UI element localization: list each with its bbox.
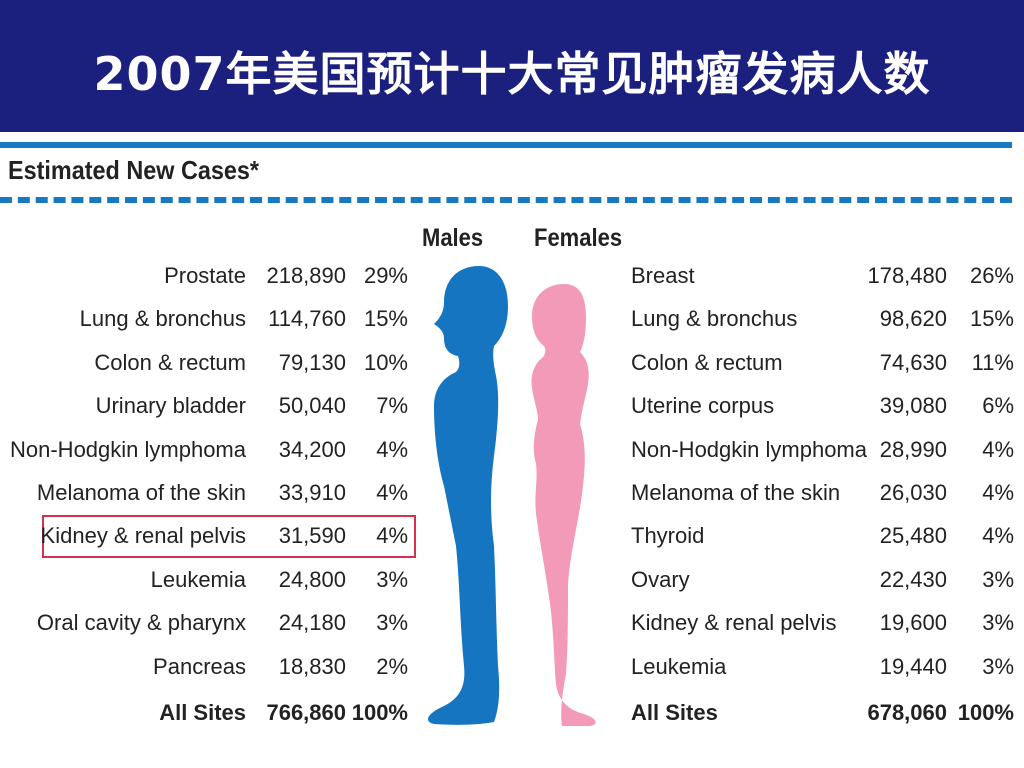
females-pct: 11% <box>971 349 1014 375</box>
males-pct: 29% <box>363 263 408 288</box>
males-cases: 18,830 <box>278 653 346 679</box>
females-total-row: All Sites 678,060 100% <box>0 700 1024 734</box>
males-pct: 2% <box>376 653 408 679</box>
top-rule <box>0 142 1012 148</box>
males-site: Oral cavity & pharynx <box>36 610 246 636</box>
title-bar: 2007年美国预计十大常见肿瘤发病人数 <box>0 0 1024 132</box>
females-site: Ovary <box>631 566 690 592</box>
females-row: Lung & bronchus 98,620 15% <box>0 306 1024 340</box>
females-row: Ovary 22,430 3% <box>0 567 1024 601</box>
males-cases: 33,910 <box>278 480 346 505</box>
females-row: Melanoma of the skin 26,030 4% <box>0 480 1024 514</box>
females-pct: 3% <box>982 566 1014 592</box>
females-cases: 19,440 <box>879 653 947 679</box>
males-site: Urinary bladder <box>95 393 246 419</box>
males-row: Melanoma of the skin 33,910 4% <box>0 480 1024 514</box>
females-site: Thyroid <box>631 523 705 549</box>
females-cases: 74,630 <box>879 349 947 375</box>
females-cases: 28,990 <box>879 436 947 462</box>
females-row: Non-Hodgkin lymphoma 28,990 4% <box>0 437 1024 471</box>
males-pct: 3% <box>376 610 408 636</box>
males-site: Colon & rectum <box>94 349 246 375</box>
females-pct: 3% <box>982 610 1014 636</box>
females-row: Uterine corpus 39,080 6% <box>0 393 1024 427</box>
males-pct: 100% <box>351 700 408 725</box>
males-site: Prostate <box>164 263 246 288</box>
females-cases: 22,430 <box>879 566 947 592</box>
males-row: Prostate 218,890 29% <box>0 263 1024 297</box>
females-cases: 25,480 <box>879 523 947 549</box>
females-pct: 26% <box>969 263 1014 288</box>
females-pct: 3% <box>982 653 1014 679</box>
males-pct: 15% <box>363 306 408 332</box>
males-cases: 79,130 <box>278 349 346 375</box>
males-cases: 34,200 <box>278 436 346 462</box>
males-site: Pancreas <box>153 653 246 679</box>
females-site: Colon & rectum <box>631 349 783 375</box>
females-site: Kidney & renal pelvis <box>631 610 837 636</box>
females-pct: 4% <box>982 480 1014 505</box>
males-row: Colon & rectum 79,130 10% <box>0 350 1024 384</box>
males-cases: 24,180 <box>278 610 346 636</box>
females-cases: 26,030 <box>879 480 947 505</box>
males-column-header: Males <box>422 224 484 252</box>
females-cases: 98,620 <box>879 306 947 332</box>
females-cases: 39,080 <box>879 393 947 419</box>
males-cases: 31,590 <box>278 523 346 549</box>
males-row: Pancreas 18,830 2% <box>0 654 1024 688</box>
females-row: Leukemia 19,440 3% <box>0 654 1024 688</box>
males-site: Lung & bronchus <box>79 306 246 332</box>
females-site: Leukemia <box>631 653 727 679</box>
males-row: Kidney & renal pelvis 31,590 4% <box>0 523 1024 557</box>
females-site: Non-Hodgkin lymphoma <box>631 436 867 462</box>
kidney-highlight-box <box>42 515 416 558</box>
females-pct: 4% <box>982 523 1014 549</box>
females-column-header: Females <box>534 224 623 252</box>
males-cases: 24,800 <box>278 566 346 592</box>
table-subtitle: Estimated New Cases* <box>8 155 260 185</box>
females-pct: 6% <box>982 393 1014 419</box>
males-row: Non-Hodgkin lymphoma 34,200 4% <box>0 437 1024 471</box>
females-pct: 100% <box>957 700 1014 725</box>
females-site: Lung & bronchus <box>631 306 798 332</box>
males-site: Non-Hodgkin lymphoma <box>10 436 246 462</box>
males-site: Melanoma of the skin <box>36 480 246 505</box>
females-row: Colon & rectum 74,630 11% <box>0 350 1024 384</box>
males-pct: 4% <box>376 436 408 462</box>
males-cases: 766,860 <box>266 700 346 725</box>
females-site: Melanoma of the skin <box>631 480 841 505</box>
males-row: Leukemia 24,800 3% <box>0 567 1024 601</box>
page-title: 2007年美国预计十大常见肿瘤发病人数 <box>93 47 931 101</box>
females-cases: 178,480 <box>867 263 947 288</box>
females-site: Breast <box>631 263 695 288</box>
males-site: Kidney & renal pelvis <box>40 523 246 549</box>
males-site: All Sites <box>159 700 246 725</box>
females-cases: 19,600 <box>879 610 947 636</box>
females-row: Thyroid 25,480 4% <box>0 523 1024 557</box>
males-pct: 4% <box>376 480 408 505</box>
females-site: All Sites <box>631 700 718 725</box>
females-cases: 678,060 <box>867 700 947 725</box>
females-pct: 4% <box>982 436 1014 462</box>
males-row: Oral cavity & pharynx 24,180 3% <box>0 610 1024 644</box>
females-row: Breast 178,480 26% <box>0 263 1024 297</box>
males-row: Urinary bladder 50,040 7% <box>0 393 1024 427</box>
males-row: Lung & bronchus 114,760 15% <box>0 306 1024 340</box>
females-site: Uterine corpus <box>631 393 775 419</box>
female-silhouette-icon <box>531 284 596 726</box>
females-row: Kidney & renal pelvis 19,600 3% <box>0 610 1024 644</box>
dotted-divider <box>0 197 1012 203</box>
males-cases: 114,760 <box>268 306 346 332</box>
males-total-row: All Sites 766,860 100% <box>0 700 1024 734</box>
males-cases: 50,040 <box>278 393 346 419</box>
male-silhouette-icon <box>428 266 508 725</box>
males-site: Leukemia <box>150 566 246 592</box>
males-pct: 4% <box>376 523 408 549</box>
males-cases: 218,890 <box>266 263 346 288</box>
males-pct: 10% <box>363 349 408 375</box>
males-pct: 7% <box>376 393 408 419</box>
females-pct: 15% <box>969 306 1014 332</box>
males-pct: 3% <box>376 566 408 592</box>
